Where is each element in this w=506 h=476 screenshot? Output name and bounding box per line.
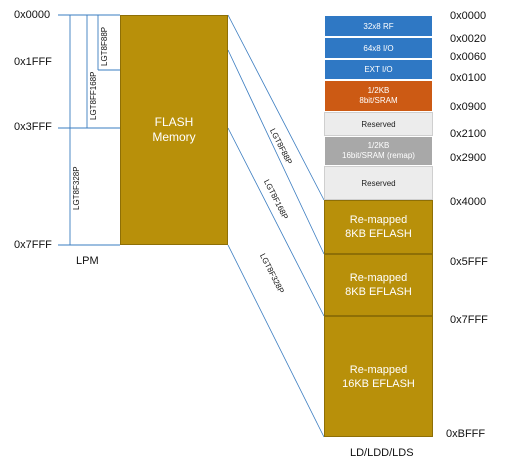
- flash-memory-block: FLASH Memory: [120, 15, 228, 245]
- right-address: 0x0060: [450, 51, 487, 63]
- left-address: 0x1FFF: [14, 56, 52, 68]
- left-address: 0x0000: [14, 9, 51, 21]
- right-address: 0x4000: [450, 196, 487, 208]
- region-16bit-sram: 1/2KB 16bit/SRAM (remap): [324, 136, 433, 166]
- right-address: 0xBFFF: [446, 428, 486, 440]
- flash-block-line1: FLASH: [154, 115, 194, 129]
- right-address: 0x0000: [450, 10, 487, 22]
- region-eflash-16kb: Re-mapped 16KB EFLASH: [324, 316, 433, 437]
- access-label: LD/LDD/LDS: [350, 447, 414, 459]
- connector-line: [227, 14, 325, 201]
- region-reserved: Reserved: [324, 112, 433, 136]
- right-address: 0x7FFF: [450, 314, 488, 326]
- right-address: 0x0900: [450, 101, 487, 113]
- right-address: 0x2900: [450, 152, 487, 164]
- region-io: 64x8 I/O: [324, 37, 433, 59]
- connector-line: [227, 127, 325, 317]
- region-ext-io: EXT I/O: [324, 59, 433, 80]
- connector-line: [227, 244, 325, 438]
- flash-block-line2: Memory: [152, 130, 196, 144]
- region-8bit-sram: 1/2KB 8bit/SRAM: [324, 80, 433, 112]
- right-address: 0x5FFF: [450, 256, 488, 268]
- right-address: 0x2100: [450, 128, 487, 140]
- region-reserved: Reserved: [324, 166, 433, 200]
- right-address: 0x0100: [450, 72, 487, 84]
- lpm-label: LPM: [76, 255, 99, 267]
- size-label: LGT8F328P: [72, 166, 81, 210]
- size-label: LGT8F88P: [100, 26, 109, 66]
- left-address: 0x3FFF: [14, 121, 52, 133]
- right-address: 0x0020: [450, 33, 487, 45]
- connector-line: [227, 49, 325, 255]
- region-eflash-8kb: Re-mapped 8KB EFLASH: [324, 254, 433, 316]
- region-eflash-8kb: Re-mapped 8KB EFLASH: [324, 200, 433, 254]
- left-address: 0x7FFF: [14, 239, 52, 251]
- size-label: LGT8FF168P: [89, 71, 98, 120]
- region-rf: 32x8 RF: [324, 15, 433, 37]
